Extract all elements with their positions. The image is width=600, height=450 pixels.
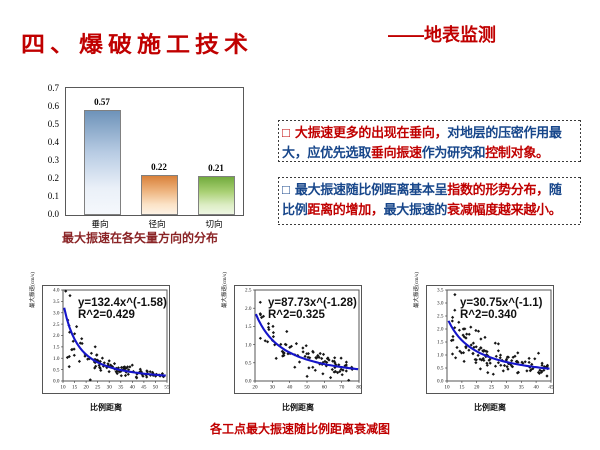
svg-text:10: 10 <box>60 385 66 391</box>
svg-text:2.5: 2.5 <box>437 314 444 320</box>
svg-text:1.5: 1.5 <box>437 340 444 346</box>
svg-text:70: 70 <box>339 385 345 391</box>
svg-text:20: 20 <box>252 385 258 391</box>
svg-text:40: 40 <box>534 385 540 391</box>
svg-text:1.5: 1.5 <box>53 345 60 351</box>
svg-text:60: 60 <box>322 385 328 391</box>
svg-text:15: 15 <box>72 385 78 391</box>
svg-text:0.0: 0.0 <box>437 379 444 385</box>
svg-text:80: 80 <box>356 385 362 391</box>
svg-text:0.0: 0.0 <box>53 379 60 385</box>
svg-text:20: 20 <box>474 385 480 391</box>
svg-text:40: 40 <box>130 385 136 391</box>
svg-text:0.5: 0.5 <box>53 367 60 373</box>
svg-text:2.0: 2.0 <box>245 306 252 312</box>
svg-text:15: 15 <box>459 385 465 391</box>
svg-text:45: 45 <box>548 385 554 391</box>
svg-text:35: 35 <box>118 385 124 391</box>
svg-text:3.5: 3.5 <box>437 288 444 294</box>
svg-text:4.0: 4.0 <box>53 288 60 294</box>
svg-text:20: 20 <box>84 385 90 391</box>
svg-text:2.0: 2.0 <box>437 327 444 333</box>
svg-text:1.0: 1.0 <box>53 356 60 362</box>
svg-text:1.0: 1.0 <box>437 353 444 359</box>
svg-text:0.0: 0.0 <box>245 379 252 385</box>
svg-text:0.5: 0.5 <box>245 361 252 367</box>
svg-text:45: 45 <box>141 385 147 391</box>
svg-text:40: 40 <box>287 385 293 391</box>
svg-text:1.5: 1.5 <box>245 324 252 330</box>
svg-text:30: 30 <box>270 385 276 391</box>
svg-text:50: 50 <box>304 385 310 391</box>
svg-text:30: 30 <box>107 385 113 391</box>
svg-text:25: 25 <box>489 385 495 391</box>
svg-text:2.0: 2.0 <box>53 333 60 339</box>
svg-text:55: 55 <box>164 385 170 391</box>
svg-text:30: 30 <box>504 385 510 391</box>
svg-text:3.5: 3.5 <box>53 299 60 305</box>
svg-text:35: 35 <box>519 385 525 391</box>
svg-text:2.5: 2.5 <box>245 288 252 294</box>
svg-text:0.5: 0.5 <box>437 366 444 372</box>
svg-text:10: 10 <box>444 385 450 391</box>
svg-text:2.5: 2.5 <box>53 322 60 328</box>
svg-text:50: 50 <box>153 385 159 391</box>
svg-text:3.0: 3.0 <box>437 301 444 307</box>
svg-text:3.0: 3.0 <box>53 310 60 316</box>
svg-text:1.0: 1.0 <box>245 342 252 348</box>
svg-text:25: 25 <box>95 385 101 391</box>
